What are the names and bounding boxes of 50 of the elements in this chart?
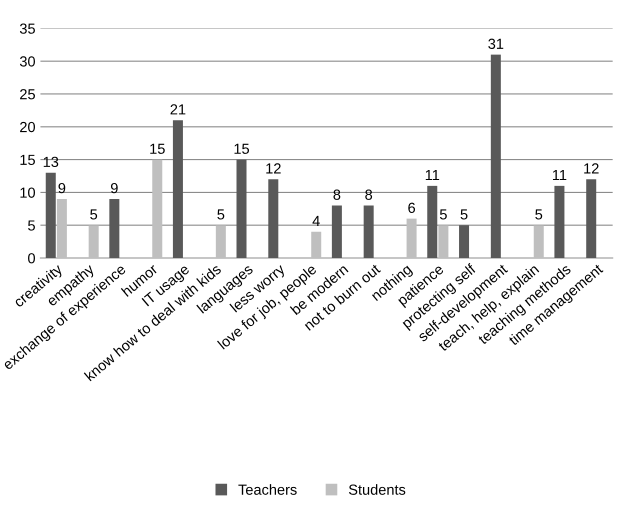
bar: [534, 225, 544, 258]
bar: [109, 198, 120, 258]
bar: [438, 225, 448, 258]
y-tick-label: 20: [20, 122, 35, 132]
data-label: 31: [488, 38, 504, 49]
data-label: 5: [535, 209, 542, 220]
y-tick-label: 30: [20, 56, 35, 67]
bar: [56, 198, 67, 258]
data-label: 5: [460, 209, 468, 220]
data-label: 6: [408, 202, 416, 213]
bar: [332, 206, 342, 258]
bar: [88, 225, 99, 258]
y-tick-label: 10: [20, 187, 35, 198]
data-label: 15: [234, 144, 250, 154]
bar: [172, 120, 183, 258]
data-label: 21: [170, 104, 186, 114]
data-label: 5: [440, 209, 447, 220]
bar: [236, 160, 247, 258]
legend-label: Students: [348, 484, 406, 495]
data-label: 8: [333, 190, 340, 200]
bar: [216, 225, 226, 258]
data-label: 9: [58, 182, 66, 194]
data-label: 5: [90, 209, 98, 220]
data-label: 8: [365, 190, 372, 200]
legend-label: Teachers: [238, 484, 297, 495]
data-label: 13: [44, 156, 58, 168]
y-tick-label: 15: [20, 154, 35, 166]
bar: [311, 232, 322, 258]
data-label: 15: [150, 144, 165, 154]
data-label: 4: [312, 216, 320, 226]
bar: [364, 206, 374, 258]
data-label: 12: [584, 163, 599, 174]
bar: [268, 179, 278, 258]
y-tick-label: 5: [28, 220, 35, 231]
bar: [554, 186, 564, 258]
bar: [586, 179, 596, 258]
data-label: 12: [266, 163, 281, 174]
data-label: 11: [552, 170, 566, 180]
data-label: 9: [110, 182, 118, 194]
bar: [152, 160, 162, 258]
bar: [406, 218, 417, 258]
bar: [459, 225, 470, 258]
bar: [46, 172, 56, 258]
y-tick-label: 0: [28, 253, 35, 264]
y-tick-label: 25: [20, 89, 35, 100]
y-tick-label: 35: [20, 23, 35, 34]
bar: [427, 186, 438, 258]
bar: [490, 54, 501, 258]
data-label: 11: [426, 170, 440, 180]
data-label: 5: [217, 209, 224, 220]
